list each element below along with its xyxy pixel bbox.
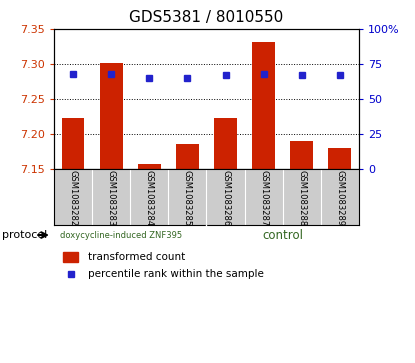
Text: GSM1083282: GSM1083282 [68, 171, 78, 227]
Title: GDS5381 / 8010550: GDS5381 / 8010550 [129, 10, 283, 25]
Text: percentile rank within the sample: percentile rank within the sample [88, 269, 264, 279]
Text: GSM1083289: GSM1083289 [335, 171, 344, 227]
Bar [138, 164, 161, 169]
Text: GSM1083288: GSM1083288 [297, 171, 306, 227]
Text: control: control [262, 229, 303, 241]
Bar [214, 118, 237, 169]
Bar [329, 148, 352, 169]
Text: GSM1083285: GSM1083285 [183, 171, 192, 227]
Bar [63, 252, 78, 262]
Bar [100, 62, 122, 169]
Text: GSM1083286: GSM1083286 [221, 171, 230, 227]
Text: GSM1083284: GSM1083284 [145, 171, 154, 227]
Text: GSM1083283: GSM1083283 [107, 171, 116, 227]
Bar [290, 141, 313, 169]
Bar [176, 144, 199, 169]
Text: protocol: protocol [2, 230, 47, 240]
Bar [61, 118, 85, 169]
Bar [252, 42, 275, 169]
Text: GSM1083287: GSM1083287 [259, 171, 268, 227]
Text: doxycycline-induced ZNF395: doxycycline-induced ZNF395 [60, 231, 182, 240]
Text: transformed count: transformed count [88, 252, 185, 262]
